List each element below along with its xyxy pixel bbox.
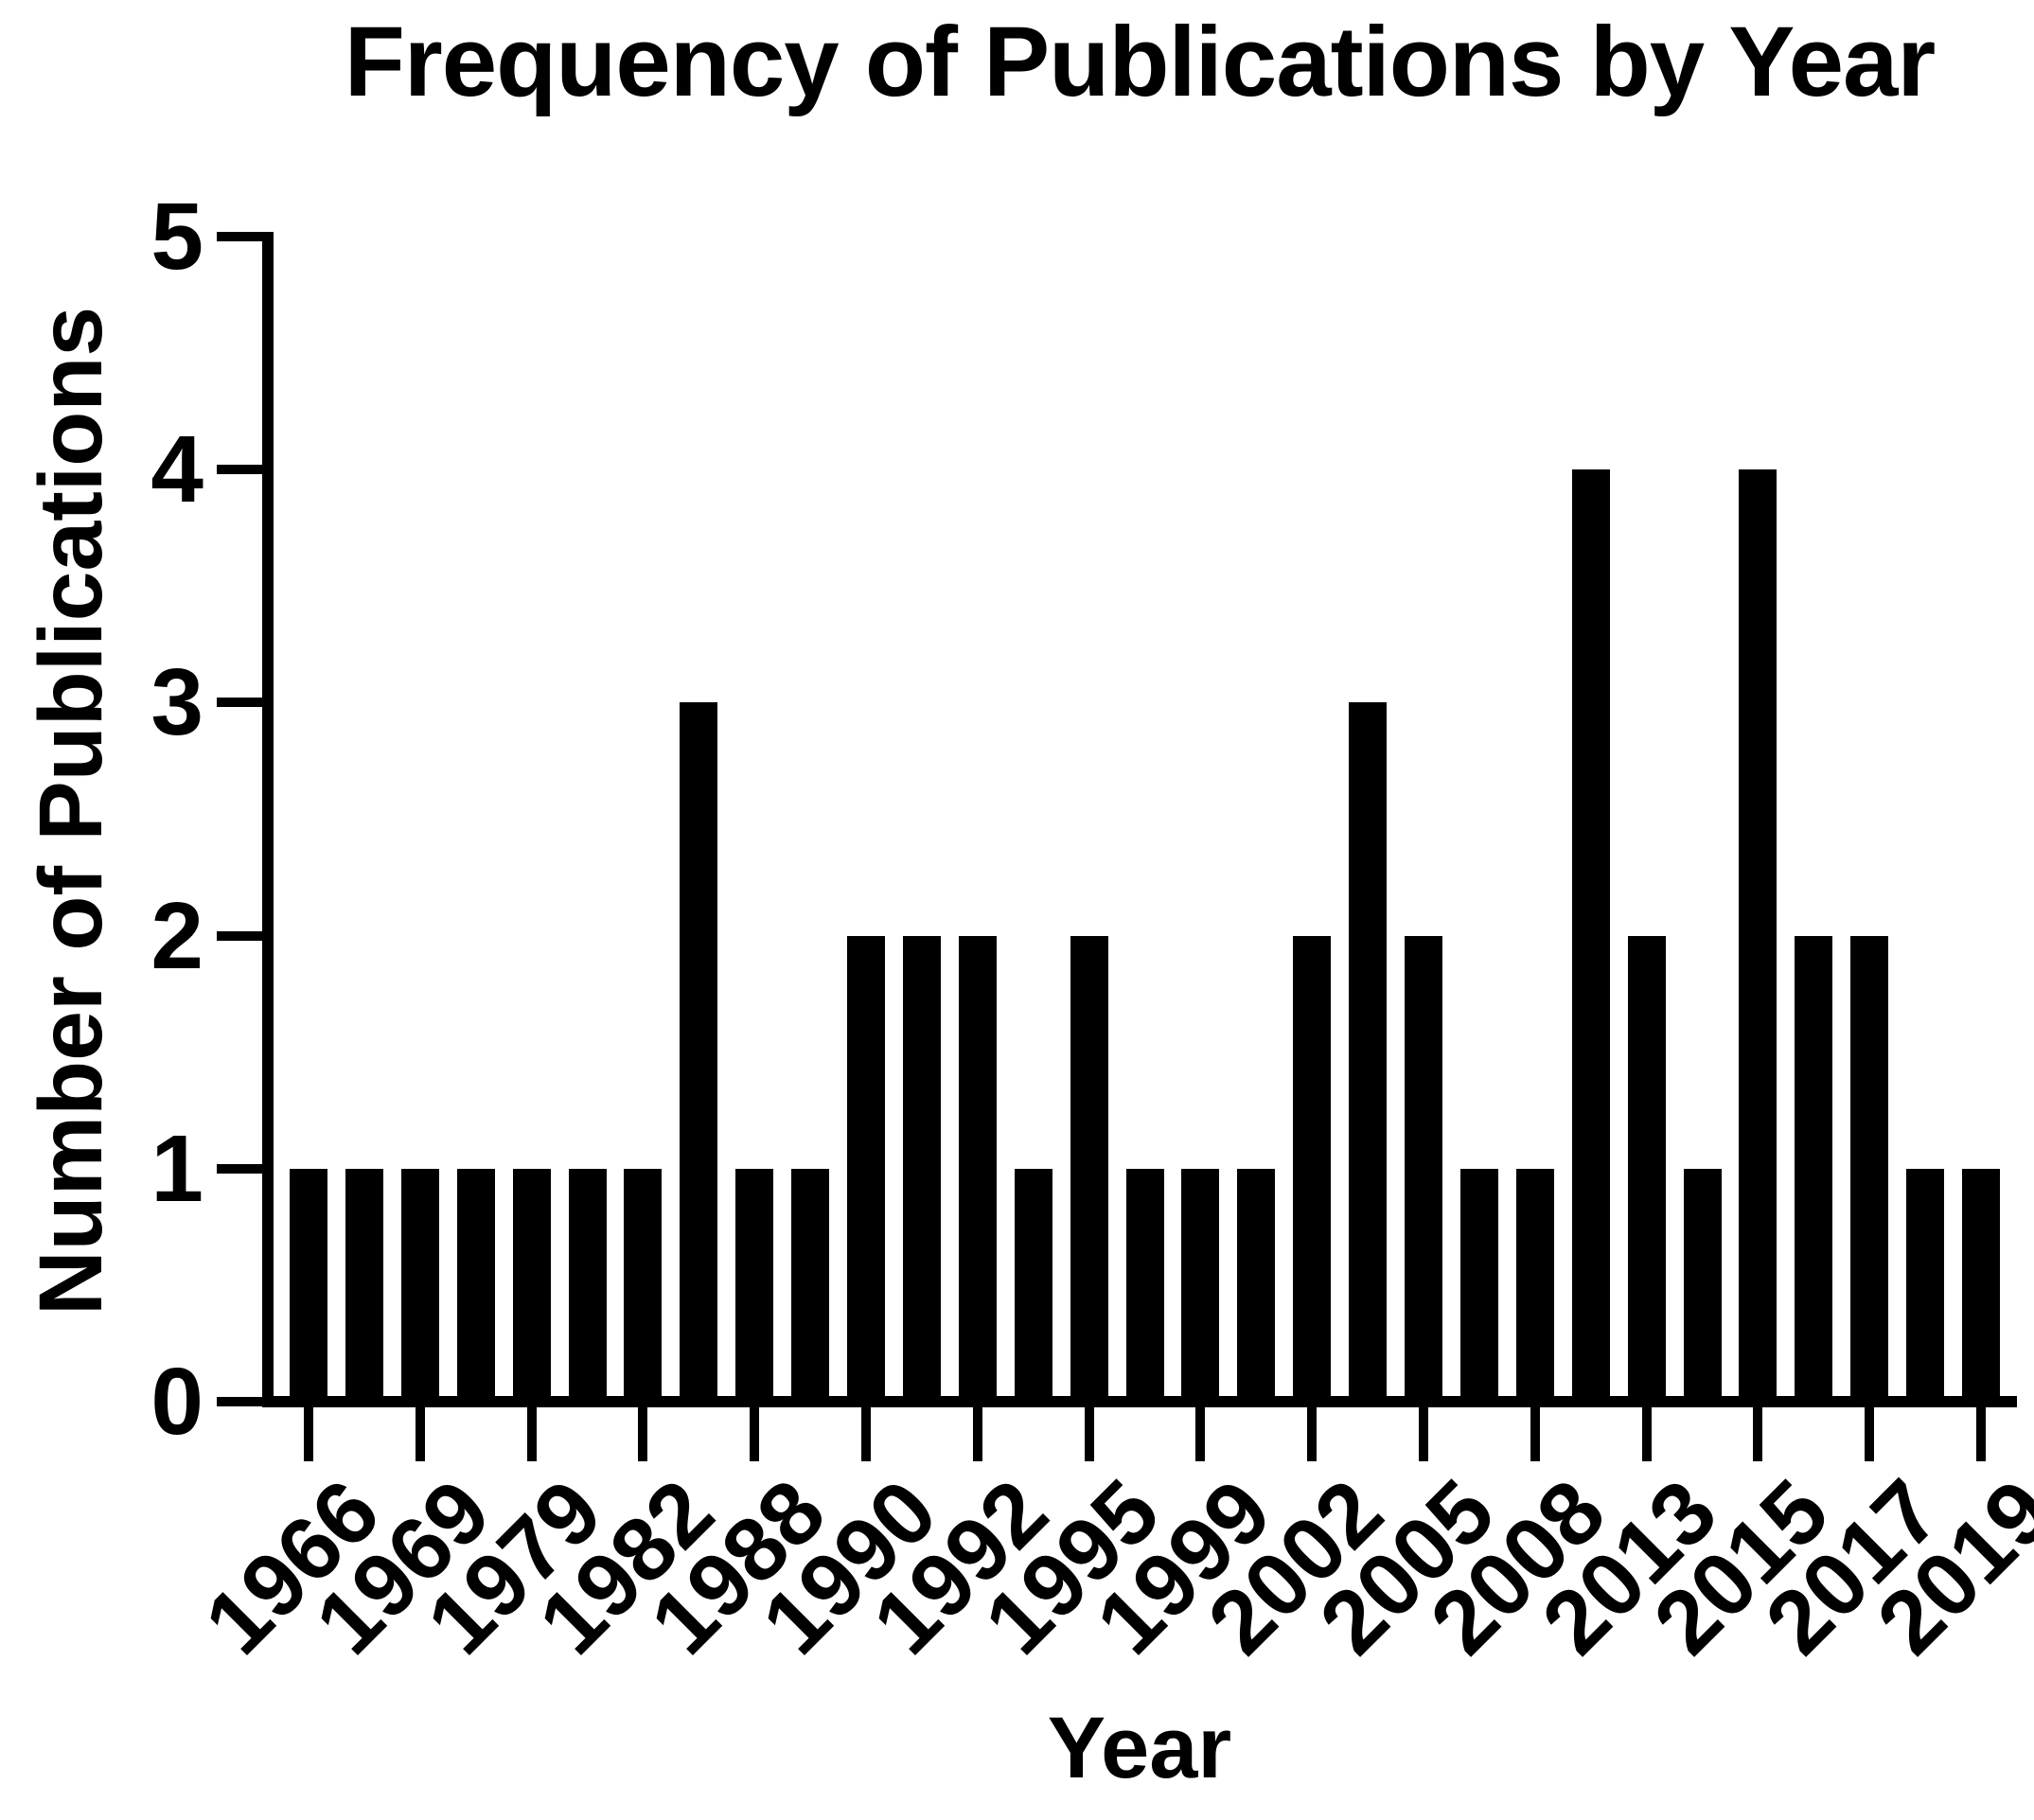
bar-16 <box>1125 1168 1164 1402</box>
x-tick-2017 <box>1865 1407 1875 1461</box>
bar-2002 <box>1293 935 1332 1402</box>
bar-26 <box>1683 1168 1722 1402</box>
y-tick-label-0: 0 <box>150 1349 203 1455</box>
x-tick-2005 <box>1419 1407 1428 1461</box>
bar-4 <box>456 1168 495 1402</box>
bar-10 <box>791 1168 830 1402</box>
bar-2 <box>345 1168 383 1402</box>
x-axis-label: Year <box>1047 1700 1232 1796</box>
x-tick-2013 <box>1641 1407 1652 1461</box>
x-tick-2015 <box>1753 1407 1763 1461</box>
bar-1966 <box>290 1168 327 1402</box>
bar-2008 <box>1515 1168 1554 1402</box>
y-axis-line <box>262 232 274 1407</box>
bar-1992 <box>958 935 997 1402</box>
bar-20 <box>1349 702 1388 1402</box>
x-tick-1995 <box>1084 1407 1094 1461</box>
bar-30 <box>1906 1168 1945 1402</box>
chart-title: Frequency of Publications by Year <box>344 7 1937 117</box>
bar-1969 <box>400 1168 439 1402</box>
bar-2013 <box>1627 935 1666 1402</box>
y-tick-label-1: 1 <box>150 1115 203 1222</box>
bar-14 <box>1014 1168 1052 1402</box>
bar-18 <box>1237 1168 1276 1402</box>
bar-22 <box>1459 1168 1498 1402</box>
y-tick-label-3: 3 <box>150 649 203 756</box>
y-tick-0 <box>217 1397 262 1406</box>
bar-1988 <box>735 1168 774 1402</box>
bar-1990 <box>847 935 885 1402</box>
bar-8 <box>680 702 718 1402</box>
bar-6 <box>568 1168 607 1402</box>
x-tick-1990 <box>861 1407 871 1461</box>
y-tick-2 <box>217 930 262 941</box>
bar-1995 <box>1070 935 1108 1402</box>
y-tick-5 <box>217 232 262 241</box>
y-tick-1 <box>217 1163 262 1174</box>
x-tick-1979 <box>526 1407 537 1461</box>
x-tick-1999 <box>1195 1407 1206 1461</box>
bar-1982 <box>624 1168 663 1402</box>
x-tick-1982 <box>638 1407 648 1461</box>
bar-2015 <box>1739 469 1778 1402</box>
bar-2005 <box>1405 935 1442 1402</box>
y-tick-3 <box>217 698 262 708</box>
bar-2019 <box>1962 1168 2000 1402</box>
x-tick-1966 <box>304 1407 313 1461</box>
bar-1979 <box>512 1168 551 1402</box>
y-tick-4 <box>217 465 262 475</box>
x-tick-1992 <box>972 1407 982 1461</box>
bar-24 <box>1571 469 1610 1402</box>
y-tick-label-4: 4 <box>150 416 203 523</box>
x-tick-1988 <box>750 1407 760 1461</box>
bar-2017 <box>1850 935 1889 1402</box>
x-tick-2002 <box>1307 1407 1318 1461</box>
bar-28 <box>1795 935 1833 1402</box>
y-tick-label-5: 5 <box>150 184 203 290</box>
bar-1999 <box>1181 1168 1220 1402</box>
x-axis-line <box>262 1396 2017 1407</box>
x-tick-1969 <box>415 1407 425 1461</box>
x-tick-2019 <box>1976 1407 1986 1461</box>
bar-12 <box>902 935 941 1402</box>
x-tick-2008 <box>1530 1407 1540 1461</box>
y-tick-label-2: 2 <box>150 882 203 989</box>
